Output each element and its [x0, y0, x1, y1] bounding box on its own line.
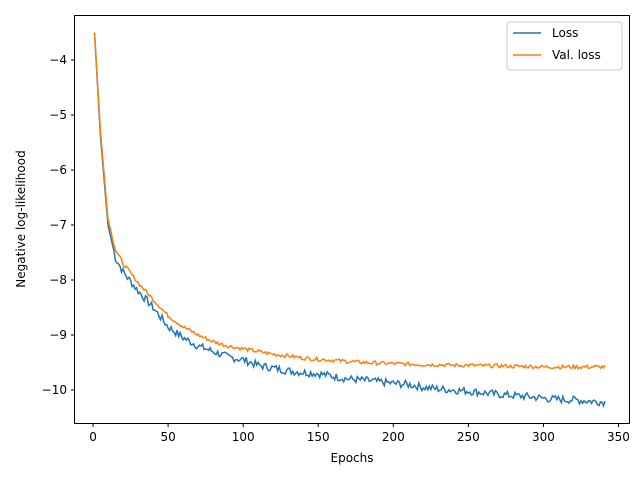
x-axis-label: Epochs — [331, 451, 374, 465]
y-tick-label: −9 — [49, 328, 67, 342]
x-tick-label: 200 — [382, 430, 405, 444]
y-tick-label: −6 — [49, 163, 67, 177]
x-tick-label: 350 — [607, 430, 630, 444]
x-ticks: 0 50 100 150 200 250 300 350 — [89, 423, 630, 444]
series-line-loss — [93, 32, 606, 408]
x-tick-label: 150 — [307, 430, 330, 444]
x-tick-label: 100 — [232, 430, 255, 444]
y-tick-label: −7 — [49, 218, 67, 232]
y-tick-label: −5 — [49, 108, 67, 122]
y-tick-label: −4 — [49, 53, 67, 67]
lines-layer — [93, 32, 606, 408]
legend: Loss Val. loss — [506, 21, 623, 71]
y-ticks: −10 −9 −8 −7 −6 −5 −4 — [42, 53, 75, 397]
y-tick-label: −10 — [42, 383, 67, 397]
plot-frame — [74, 15, 630, 424]
x-tick-label: 0 — [89, 430, 97, 444]
legend-box — [506, 21, 623, 71]
y-axis-label: Negative log-likelihood — [14, 150, 28, 287]
x-tick-label: 50 — [160, 430, 175, 444]
legend-label-val-loss: Val. loss — [552, 48, 601, 62]
y-tick-label: −8 — [49, 273, 67, 287]
legend-label-loss: Loss — [552, 26, 578, 40]
series-line-val-loss — [93, 32, 606, 371]
x-tick-label: 300 — [532, 430, 555, 444]
x-tick-label: 250 — [457, 430, 480, 444]
